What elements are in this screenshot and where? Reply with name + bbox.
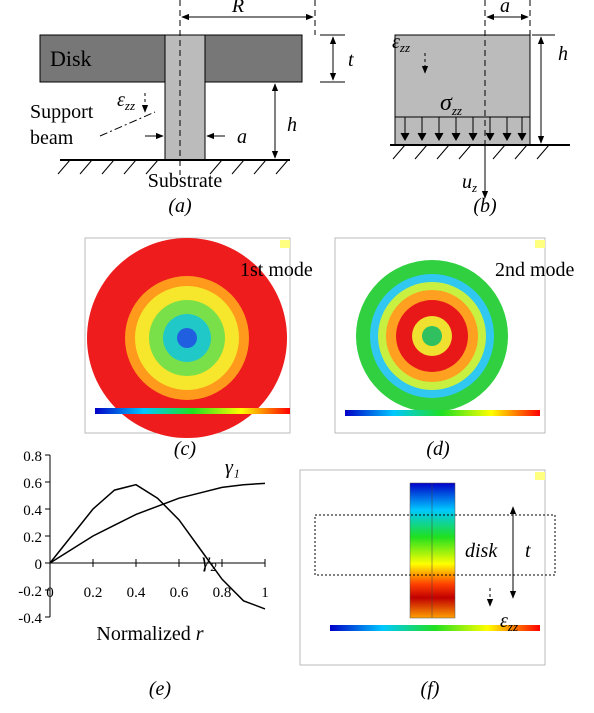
ring bbox=[422, 326, 442, 346]
x-label-text: Normalized bbox=[96, 623, 190, 645]
colorbar bbox=[95, 408, 290, 414]
beam bbox=[165, 35, 205, 160]
subscript: zz bbox=[399, 40, 410, 55]
caption: (c) bbox=[174, 438, 197, 460]
caption: (a) bbox=[168, 195, 192, 217]
symbol: ε bbox=[117, 89, 125, 111]
x-tick-label: 0.4 bbox=[127, 585, 146, 601]
label: t bbox=[525, 540, 531, 562]
panel-d: 2nd mode (d) bbox=[335, 238, 575, 460]
pointer bbox=[100, 112, 155, 136]
block bbox=[395, 35, 530, 145]
series-label: γ₂ bbox=[202, 550, 217, 572]
subscript: zz bbox=[507, 619, 518, 634]
y-tick-label: 0.8 bbox=[23, 449, 42, 465]
caption: (b) bbox=[473, 195, 497, 217]
caption: (d) bbox=[426, 438, 450, 460]
label: Support bbox=[30, 101, 94, 123]
y-tick-label: 0.4 bbox=[23, 503, 42, 519]
logo bbox=[535, 472, 545, 480]
label: Disk bbox=[50, 46, 92, 71]
subscript: zz bbox=[451, 103, 462, 118]
logo bbox=[280, 240, 290, 248]
label: disk bbox=[465, 540, 498, 562]
label: h bbox=[287, 114, 297, 136]
symbol: ε bbox=[500, 610, 508, 632]
colorbar bbox=[345, 410, 540, 416]
label: εzz bbox=[117, 89, 135, 113]
logo bbox=[535, 240, 545, 248]
x-axis-label: Normalized r bbox=[96, 623, 203, 645]
x-tick-label: 0.6 bbox=[170, 585, 189, 601]
column bbox=[410, 483, 455, 618]
caption: (e) bbox=[149, 678, 172, 700]
y-tick-label: 0.2 bbox=[23, 530, 42, 546]
series-line bbox=[50, 485, 265, 609]
panel-c: 1st mode (c) bbox=[85, 238, 313, 460]
x-tick-label: 0 bbox=[46, 585, 54, 601]
y-tick-label: 0.6 bbox=[23, 476, 42, 492]
label: 2nd mode bbox=[495, 259, 575, 281]
panel-a: Disk R t Support beam εzz a h Substrate … bbox=[30, 0, 354, 217]
ring bbox=[177, 328, 197, 348]
label: t bbox=[348, 49, 354, 71]
label: h bbox=[558, 43, 568, 65]
figure: Disk R t Support beam εzz a h Substrate … bbox=[0, 0, 594, 713]
panel-f: disk t εzz (f) bbox=[300, 470, 555, 700]
x-label-var: r bbox=[196, 623, 204, 645]
hatch bbox=[393, 145, 549, 159]
y-tick-label: 0 bbox=[35, 557, 43, 573]
symbol: u bbox=[462, 171, 472, 193]
label: Substrate bbox=[148, 170, 223, 192]
label: a bbox=[237, 126, 247, 148]
label: beam bbox=[30, 127, 74, 149]
series-label: γ₁ bbox=[225, 456, 240, 478]
subscript: zz bbox=[124, 98, 135, 113]
y-tick-label: -0.2 bbox=[18, 584, 42, 600]
caption: (f) bbox=[421, 678, 440, 700]
label: R bbox=[231, 0, 244, 17]
x-tick-label: 1 bbox=[261, 585, 269, 601]
label: 1st mode bbox=[240, 259, 313, 281]
y-tick-label: -0.4 bbox=[18, 611, 42, 627]
symbol: ε bbox=[392, 31, 400, 53]
panel-b: a εzz h σzz uz (b) bbox=[390, 0, 570, 217]
x-tick-label: 0.2 bbox=[84, 585, 103, 601]
label: a bbox=[500, 0, 510, 17]
x-tick-label: 0.8 bbox=[213, 585, 232, 601]
subscript: z bbox=[471, 180, 477, 195]
label: uz bbox=[462, 171, 477, 195]
